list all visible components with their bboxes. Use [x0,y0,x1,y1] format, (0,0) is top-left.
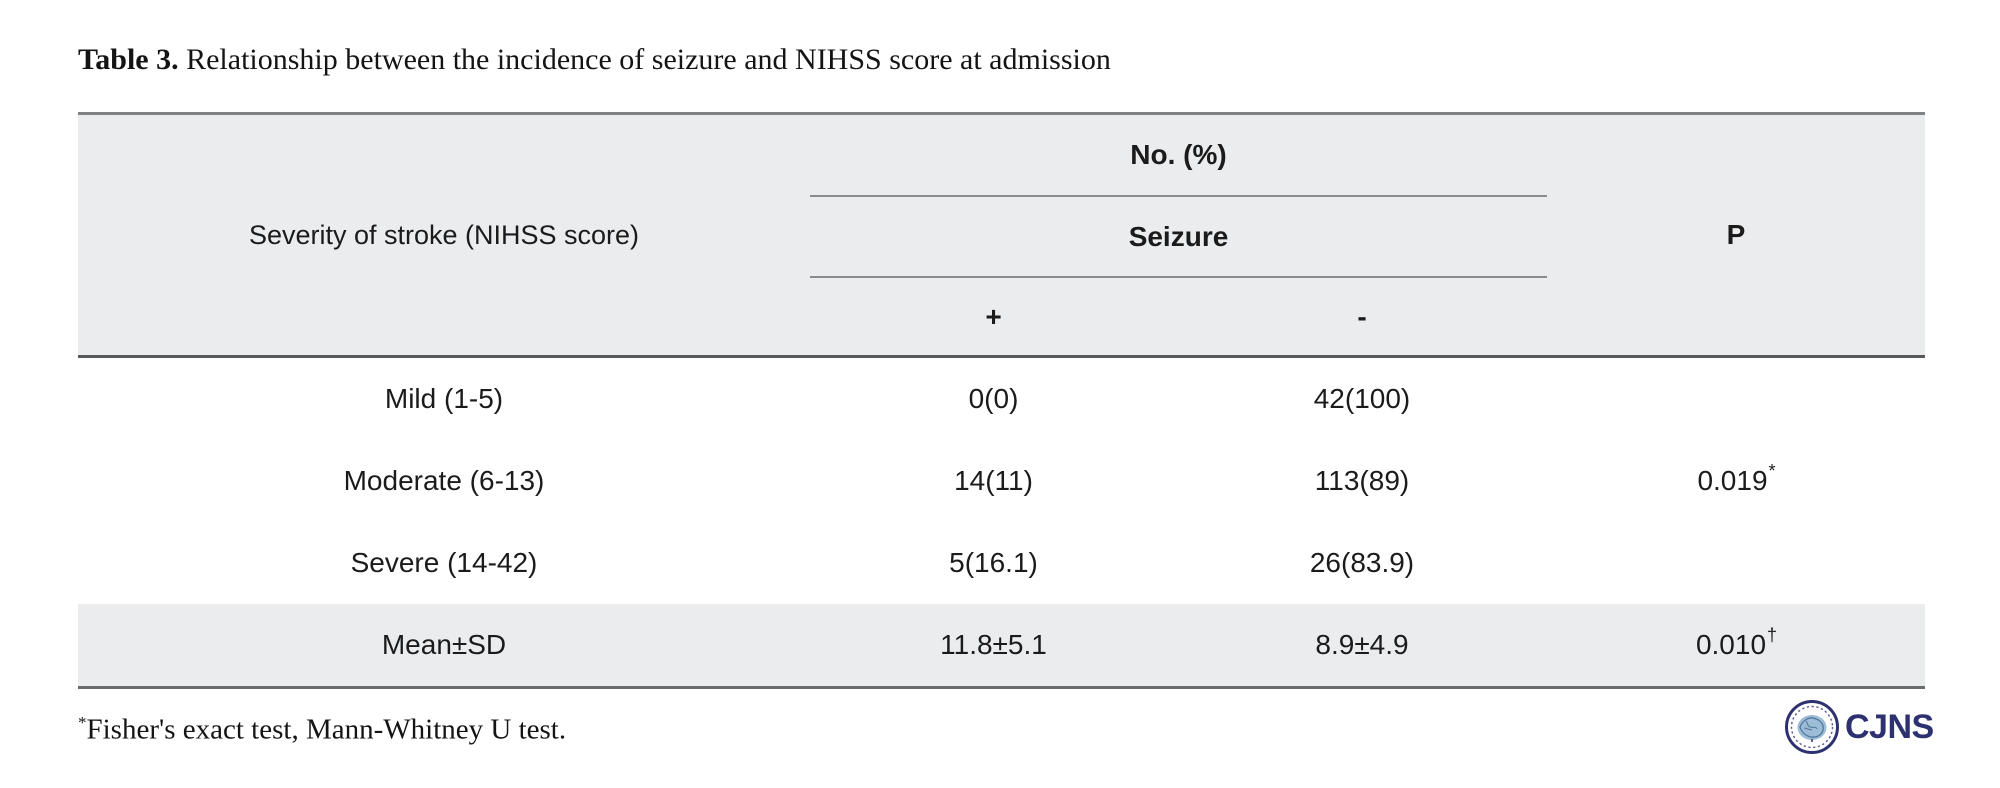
table-title-label: Table 3. [78,43,179,76]
table-body: Mild (1-5) 0(0) 42(100) Moderate (6-13) … [78,358,1925,689]
header-seizure-negative: - [1357,300,1367,332]
footnote-asterisk: * [78,713,87,732]
table-header: Severity of stroke (NIHSS score) No. (%)… [78,112,1925,358]
table-title: Table 3. Relationship between the incide… [78,42,1111,78]
cell-seizure-positive: 11.8±5.1 [940,629,1047,660]
cell-seizure-positive: 5(16.1) [949,547,1038,578]
header-no-percent: No. (%) [810,115,1547,197]
cell-seizure-negative: 8.9±4.9 [1315,629,1409,660]
cell-p-value: 0.010 † [1695,625,1778,660]
table-footnote: *Fisher's exact test, Mann-Whitney U tes… [78,705,566,748]
p-value-text: 0.019 [1697,465,1768,496]
table-row-mild: Mild (1-5) 0(0) 42(100) [78,358,1925,440]
cell-seizure-positive: 0(0) [968,383,1019,414]
cell-severity: Moderate (6-13) [343,465,545,496]
cell-seizure-negative: 42(100) [1313,383,1411,414]
table-row-severe: Severe (14-42) 5(16.1) 26(83.9) [78,522,1925,604]
cell-p-value: 0.019 * [1697,461,1776,496]
cell-severity: Mean±SD [381,629,507,660]
cell-p-value [1547,522,1925,604]
data-table: Severity of stroke (NIHSS score) No. (%)… [78,112,1925,689]
journal-seal-icon [1785,700,1839,754]
journal-logo: CJNS [1784,697,1934,757]
cell-severity: Severe (14-42) [350,547,538,578]
journal-logo-text: CJNS [1845,707,1934,746]
table-title-text: Relationship between the incidence of se… [178,43,1111,76]
footnote-text: Fisher's exact test, Mann-Whitney U test… [86,713,567,746]
cell-severity: Mild (1-5) [384,383,504,414]
header-seizure: Seizure [810,197,1547,278]
table-row-mean-sd: Mean±SD 11.8±5.1 8.9±4.9 0.010 † [78,604,1925,686]
cell-seizure-negative: 26(83.9) [1309,547,1415,578]
table-row-moderate: Moderate (6-13) 14(11) 113(89) 0.019 * [78,440,1925,522]
cell-seizure-negative: 113(89) [1314,465,1410,496]
p-value-text: 0.010 [1695,629,1767,660]
cell-p-value [1547,358,1925,440]
header-seizure-positive: + [985,300,1002,332]
header-severity: Severity of stroke (NIHSS score) [248,219,640,250]
cell-seizure-positive: 14(11) [954,465,1033,496]
header-p-value: P [1726,219,1746,250]
